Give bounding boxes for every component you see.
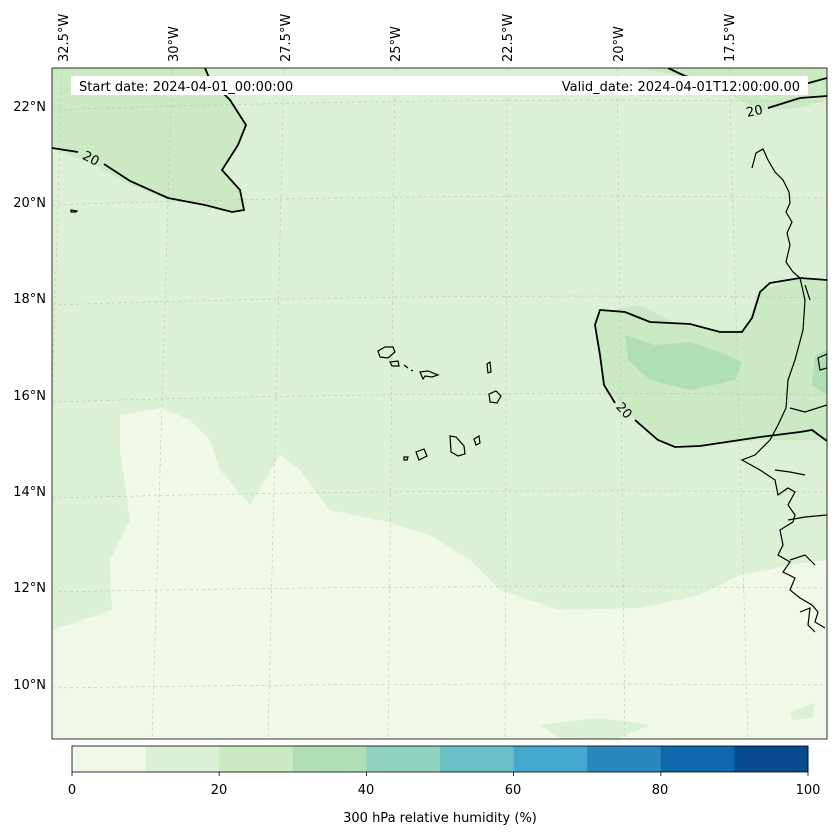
humidity-fill-30-40-east bbox=[625, 335, 742, 390]
lon-label-22-5w: 22.5°W bbox=[501, 14, 516, 62]
info-box bbox=[71, 76, 808, 95]
lon-label-17-5w: 17.5°W bbox=[723, 14, 738, 62]
colorbar-tick-100: 100 bbox=[796, 783, 821, 798]
colorbar-segment-9 bbox=[734, 746, 809, 772]
small-island-nw bbox=[70, 209, 79, 213]
colorbar-segment-3 bbox=[292, 746, 367, 772]
lon-label-30w: 30°W bbox=[167, 26, 182, 62]
colorbar-segment-4 bbox=[366, 746, 441, 772]
contour-label-nw: 20 bbox=[80, 149, 102, 170]
contour-line-east bbox=[594, 277, 827, 448]
coastlines bbox=[70, 148, 827, 633]
colorbar-segment-5 bbox=[440, 746, 515, 772]
colorbar-tick-80: 80 bbox=[652, 783, 669, 798]
coast-east-island bbox=[817, 353, 827, 371]
africa-coast bbox=[740, 148, 826, 629]
colorbar-label: 300 hPa relative humidity (%) bbox=[343, 811, 537, 826]
colorbar-segment-7 bbox=[587, 746, 662, 772]
cape-verde-fogo bbox=[415, 448, 428, 461]
cape-verde-sao-nicolau bbox=[419, 370, 440, 381]
cape-verde-santa-luzia bbox=[403, 364, 414, 372]
cape-verde-santiago bbox=[449, 435, 466, 457]
contour-line-nw bbox=[52, 68, 248, 213]
colorbar bbox=[72, 746, 809, 772]
lat-label-14n: 14°N bbox=[13, 485, 46, 500]
colorbar-segment-6 bbox=[513, 746, 588, 772]
map-frame bbox=[51, 67, 828, 740]
colorbar-segment-8 bbox=[660, 746, 735, 772]
colorbar-segment-1 bbox=[145, 746, 220, 772]
lat-label-22n: 22°N bbox=[13, 100, 46, 115]
lon-label-25w: 25°W bbox=[389, 26, 404, 62]
colorbar-ticks: 0 20 40 60 80 100 bbox=[68, 772, 821, 798]
colorbar-tick-40: 40 bbox=[358, 783, 375, 798]
humidity-fill-30-40-edge bbox=[812, 350, 827, 395]
cape-verde-brava bbox=[403, 456, 409, 461]
africa-coast-detail bbox=[787, 514, 827, 633]
cape-verde-boa-vista bbox=[488, 390, 502, 404]
lat-label-10n: 10°N bbox=[13, 678, 46, 693]
lat-label-16n: 16°N bbox=[13, 389, 46, 404]
humidity-fill-20-30-nw bbox=[52, 68, 246, 212]
lon-label-20w: 20°W bbox=[612, 26, 627, 62]
lat-label-12n: 12°N bbox=[13, 581, 46, 596]
colorbar-tick-0: 0 bbox=[68, 783, 76, 798]
map-panel: 20 20 20 Start date: 2024-04-01_00:00:00… bbox=[52, 68, 827, 739]
graticule bbox=[52, 68, 827, 739]
cape-verde-sal bbox=[486, 360, 492, 374]
colorbar-tick-60: 60 bbox=[505, 783, 522, 798]
latitude-labels: 22°N 20°N 18°N 16°N 14°N 12°N 10°N bbox=[13, 100, 46, 693]
humidity-fill-10-20 bbox=[52, 68, 827, 630]
lon-label-27-5w: 27.5°W bbox=[279, 14, 294, 62]
lat-label-18n: 18°N bbox=[13, 292, 46, 307]
lat-label-20n: 20°N bbox=[13, 196, 46, 211]
cape-verde-sao-vicente bbox=[389, 360, 400, 367]
contour-label-ne: 20 bbox=[745, 103, 764, 121]
cape-verde-maio bbox=[473, 435, 481, 446]
cape-verde-santo-antao bbox=[377, 346, 396, 359]
colorbar-frame bbox=[71, 745, 809, 773]
start-date-label: Start date: 2024-04-01_00:00:00 bbox=[79, 80, 293, 95]
colorbar-segment-2 bbox=[219, 746, 294, 772]
africa-border bbox=[774, 284, 827, 476]
lon-label-32-5w: 32.5°W bbox=[57, 14, 72, 62]
colorbar-segment-0 bbox=[72, 746, 147, 772]
humidity-fill-10-20-se bbox=[790, 703, 815, 720]
valid-date-label: Valid_date: 2024-04-01T12:00:00.00 bbox=[562, 80, 800, 95]
longitude-labels: 32.5°W 30°W 27.5°W 25°W 22.5°W 20°W 17.5… bbox=[57, 14, 738, 62]
humidity-fill-10-20-south bbox=[540, 718, 650, 739]
colorbar-tick-20: 20 bbox=[211, 783, 228, 798]
